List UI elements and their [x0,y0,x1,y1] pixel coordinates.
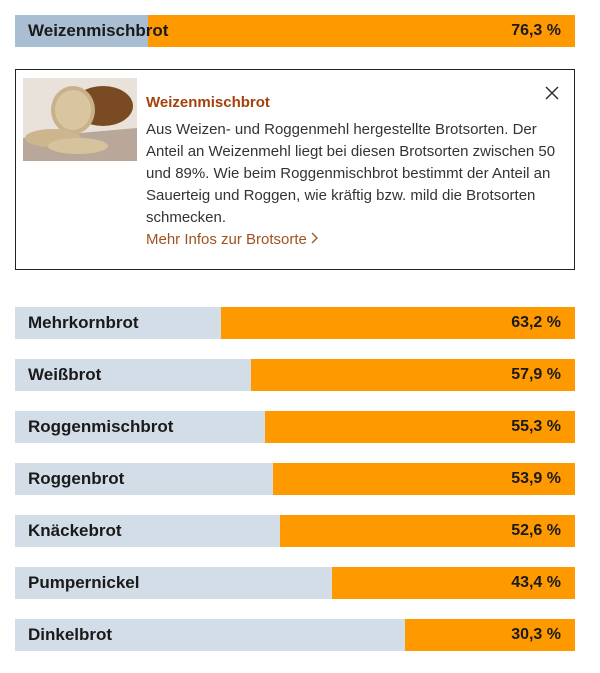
bar [250,359,575,391]
bar-row[interactable]: Mehrkornbrot 63,2 % [15,307,575,339]
bar-row[interactable]: Roggenmischbrot 55,3 % [15,411,575,443]
value-label: 63,2 % [511,314,561,331]
bar-row[interactable]: Dinkelbrot 30,3 % [15,619,575,651]
bar-label: Dinkelbrot [28,625,113,644]
bar-row[interactable]: Roggenbrot 53,9 % [15,463,575,495]
bar-label: Weizenmischbrot [28,21,169,40]
panel-title: Weizenmischbrot [146,94,270,111]
bar-row[interactable]: Weizenmischbrot 76,3 % [15,15,575,47]
bar [331,567,575,599]
value-label: 30,3 % [511,626,561,643]
bar-row[interactable]: Weißbrot 57,9 % [15,359,575,391]
panel-text: Aus Weizen- und Roggenmehl hergestellte … [146,121,556,226]
bar [147,15,575,47]
link-text: Mehr Infos zur Brotsorte [146,231,307,248]
info-panel: Weizenmischbrot Aus Weizen- und Roggenme… [15,69,575,270]
value-label: 76,3 % [511,22,561,39]
panel-body: Aus Weizen- und Roggenmehl hergestellte … [146,119,561,251]
bar [280,515,575,547]
bar [265,411,575,443]
bar [405,619,575,651]
value-label: 55,3 % [511,418,561,435]
close-button[interactable] [545,86,559,100]
bar-label: Knäckebrot [28,521,122,540]
bar-label: Pumpernickel [28,573,140,592]
bar-label: Roggenbrot [28,469,125,488]
bar-label: Roggenmischbrot [28,417,174,436]
bar-label: Weißbrot [28,365,102,384]
value-label: 53,9 % [511,470,561,487]
bar-label: Mehrkornbrot [28,313,139,332]
chevron [311,232,318,244]
bar [273,463,575,495]
bread-image [23,78,137,161]
bar-row[interactable]: Pumpernickel 43,4 % [15,567,575,599]
panel-link[interactable]: Mehr Infos zur Brotsorte [146,229,561,251]
value-label: 57,9 % [511,366,561,383]
bar-row[interactable]: Knäckebrot 52,6 % [15,515,575,547]
value-label: 52,6 % [511,522,561,539]
bar [221,307,575,339]
value-label: 43,4 % [511,574,561,591]
